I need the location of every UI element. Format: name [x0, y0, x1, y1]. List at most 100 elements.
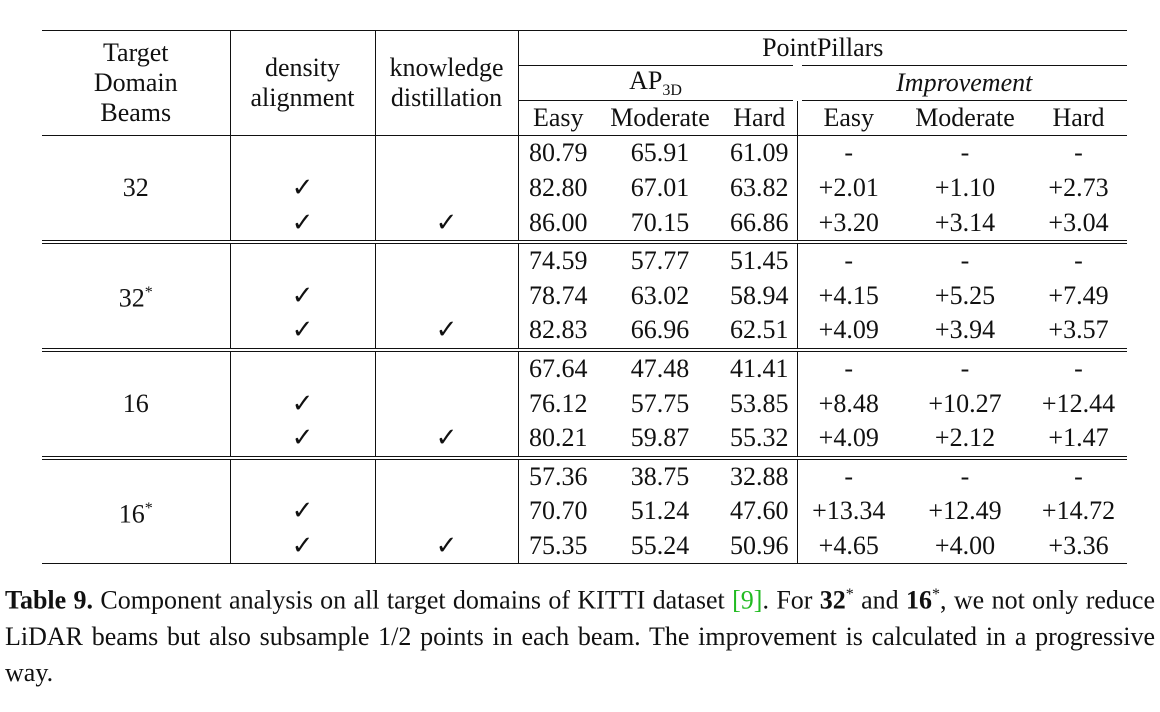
value-cell: +3.36 [1030, 528, 1127, 565]
value-cell: 74.59 [518, 239, 598, 279]
check-cell: ✓ [375, 205, 519, 242]
check-cell [375, 494, 519, 529]
value-cell: 70.70 [529, 496, 588, 526]
value-cell: +13.34 [812, 496, 886, 526]
value-cell: +5.25 [934, 280, 996, 310]
data-row: 32* 74.59 57.77 51.45- - - [42, 239, 1127, 351]
value-cell: 55.24 [598, 528, 722, 565]
value-cell: +4.15 [818, 280, 879, 310]
value-cell: 58.94 [722, 278, 798, 314]
beams-sup: * [144, 284, 153, 302]
check: ✓ [291, 315, 314, 345]
value-cell: 50.96 [722, 528, 798, 565]
check: ✓ [291, 280, 314, 310]
value-cell: 70.15 [630, 207, 690, 237]
value-cell: +1.10 [934, 173, 996, 203]
check-cell [230, 347, 376, 387]
header-line: Target [102, 38, 169, 68]
caption-part: * [932, 586, 941, 603]
check: ✓ [291, 496, 314, 526]
check-cell [375, 278, 519, 314]
check-cell: ✓ [375, 528, 519, 565]
data-row: ✓ ✓ 86.00 70.15 66.86 +3.20 +3.14 +3.04 [42, 205, 1127, 242]
header-cell: Target Domain Beams [42, 29, 231, 137]
beams-cell: 32 [42, 135, 231, 243]
check-cell [375, 239, 519, 279]
value-cell: +12.49 [928, 496, 1002, 526]
value-cell: - [900, 239, 1030, 279]
header-cell: Improvement [797, 65, 1127, 102]
beams-value: 16 [122, 388, 149, 418]
header-cell: AP3D [518, 65, 802, 102]
value-cell: +2.01 [818, 173, 879, 203]
header-line: alignment [250, 83, 355, 113]
value-cell: 47.60 [722, 494, 798, 529]
value-cell: +12.44 [1041, 388, 1116, 418]
check-cell: ✓ [230, 528, 376, 565]
value-cell: 51.45 [722, 239, 798, 279]
header-row: Easy Moderate Hard Easy Moderate Hard [42, 100, 1127, 137]
header-row: AP3D Improvement [42, 65, 1127, 102]
caption-part: Table 9. [5, 585, 94, 615]
header-cell: Moderate [900, 100, 1030, 137]
header-line: Beams [100, 98, 172, 128]
method-name: PointPillars [762, 33, 884, 62]
value-cell: - [1030, 455, 1127, 495]
value-cell: - [1030, 347, 1127, 387]
value-cell: - [1074, 138, 1083, 168]
value-cell: 61.09 [722, 135, 798, 171]
value-cell: +3.20 [818, 207, 879, 237]
value-cell: 55.32 [722, 420, 798, 458]
header-line: density [264, 53, 341, 83]
value-cell: 57.77 [598, 239, 722, 279]
beams-cell: 16* [42, 455, 231, 565]
value-cell: 38.75 [598, 455, 722, 495]
value-cell: - [900, 347, 1030, 387]
value-cell: +10.27 [928, 388, 1002, 418]
value-cell: +4.09 [818, 315, 879, 345]
value-cell: 82.80 [529, 173, 588, 203]
check-cell: ✓ [230, 386, 376, 421]
caption-part: [9] [732, 585, 763, 615]
header-cell: Hard [722, 100, 798, 137]
value-cell: +2.73 [1048, 173, 1109, 203]
value-cell: 59.87 [630, 423, 690, 453]
check: ✓ [291, 423, 314, 453]
check-cell [375, 347, 519, 387]
value-cell: - [797, 239, 900, 279]
value-cell: +4.09 [818, 423, 879, 453]
value-cell: +4.65 [797, 528, 900, 565]
check-cell [375, 135, 519, 171]
caption-part: and [853, 585, 907, 615]
ap-label: AP [629, 66, 663, 95]
value-cell: 65.91 [630, 138, 690, 168]
value-cell: 82.83 [529, 315, 588, 345]
data-row: 32 80.79 65.91 61.09 - - - [42, 135, 1127, 243]
check: ✓ [291, 388, 314, 418]
value-cell: 57.75 [630, 388, 690, 418]
check-cell [375, 455, 519, 495]
check-cell: ✓ [230, 313, 376, 350]
header-cell: Moderate [598, 100, 722, 137]
check-cell: ✓ [230, 278, 376, 314]
data-row: 16* 57.36 38.75 32.88- - - [42, 455, 1127, 565]
value-cell: +14.72 [1041, 496, 1116, 526]
value-cell: +3.94 [934, 315, 996, 345]
header-line: distillation [390, 83, 503, 113]
data-row: ✓ ✓ 82.83 66.96 62.51 +4.09 +3.94 +3.57 [42, 313, 1127, 350]
data-row: 16 67.64 47.48 41.41- - - [42, 347, 1127, 459]
value-cell: 63.02 [630, 280, 690, 310]
check: ✓ [291, 173, 314, 203]
value-cell: +8.48 [818, 388, 879, 418]
header-cell: Easy [797, 100, 900, 137]
data-row: ✓ ✓ 75.35 55.24 50.96 +4.65 +4.00 +3.36 [42, 528, 1127, 565]
caption-part: 16 [906, 585, 933, 615]
check: ✓ [435, 207, 458, 237]
value-cell: - [797, 455, 900, 495]
value-cell: 67.64 [518, 347, 598, 387]
check-cell: ✓ [230, 420, 376, 458]
beams-value: 32 [118, 283, 145, 313]
header-line: Domain [93, 68, 178, 98]
ap-subscript: 3D [662, 82, 682, 100]
